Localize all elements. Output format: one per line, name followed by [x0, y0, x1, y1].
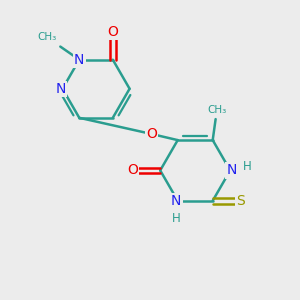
- Text: N: N: [74, 53, 85, 67]
- Text: N: N: [226, 164, 237, 177]
- Text: N: N: [171, 194, 181, 208]
- Text: O: O: [127, 164, 138, 177]
- Text: S: S: [236, 194, 245, 208]
- Text: O: O: [107, 25, 118, 39]
- Text: H: H: [172, 212, 181, 225]
- Text: H: H: [243, 160, 252, 173]
- Text: CH₃: CH₃: [38, 32, 57, 42]
- Text: O: O: [146, 127, 157, 141]
- Text: CH₃: CH₃: [208, 105, 227, 115]
- Text: N: N: [56, 82, 66, 96]
